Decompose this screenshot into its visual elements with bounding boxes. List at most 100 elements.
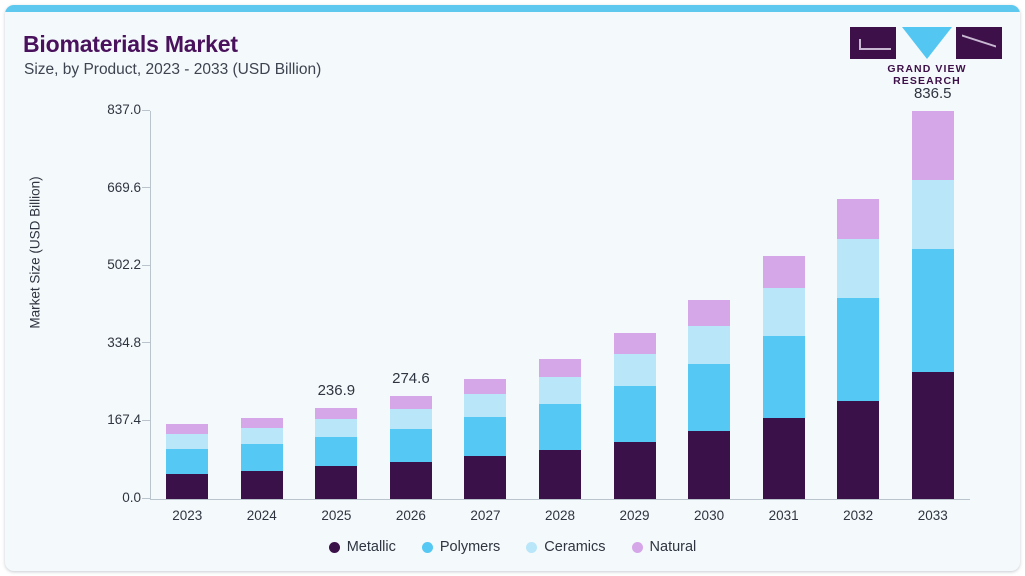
- bar-segment-metallic[interactable]: [166, 474, 209, 499]
- y-axis-tick-label: 334.8: [107, 334, 141, 350]
- legend-item-polymers[interactable]: Polymers: [421, 539, 500, 555]
- y-axis-tick-label: 837.0: [107, 102, 141, 117]
- bar-segment-ceramics[interactable]: [389, 408, 432, 429]
- bar-segment-ceramics[interactable]: [911, 179, 954, 250]
- y-axis-tick-mark: [142, 109, 150, 111]
- bar-segment-polymers[interactable]: [166, 448, 209, 475]
- bar-stack[interactable]: [166, 423, 209, 499]
- y-axis-tick: 167.4: [5, 412, 150, 428]
- bar-segment-ceramics[interactable]: [837, 238, 880, 299]
- legend-item-natural[interactable]: Natural: [631, 539, 696, 555]
- bar-stack[interactable]: [539, 358, 581, 499]
- bar-segment-metallic[interactable]: [464, 456, 507, 499]
- bar-total-label: 836.5: [913, 85, 952, 103]
- bar-segment-metallic[interactable]: [539, 449, 581, 499]
- legend-item-ceramics[interactable]: Ceramics: [526, 539, 606, 555]
- x-axis-line: [150, 499, 970, 500]
- bar-segment-natural[interactable]: [688, 299, 731, 326]
- logo-left-rect-icon: [850, 27, 896, 59]
- y-axis-tick-mark: [142, 342, 150, 344]
- x-axis-tick-label: 2028: [544, 508, 576, 523]
- x-axis-tick-label: 2031: [768, 508, 799, 523]
- y-axis-tick: 837.0: [5, 102, 150, 117]
- logo-wordmark: GRAND VIEW RESEARCH: [887, 63, 967, 87]
- bar-stack[interactable]: [613, 333, 656, 499]
- bar-segment-polymers[interactable]: [315, 436, 358, 467]
- legend-swatch-icon: [631, 541, 643, 553]
- bar-segment-metallic[interactable]: [762, 417, 805, 499]
- page-title: Biomaterials Market: [23, 31, 238, 57]
- y-axis-tick-label: 0.0: [122, 490, 141, 505]
- y-axis-tick-mark: [142, 264, 150, 266]
- bar-segment-ceramics[interactable]: [240, 428, 283, 445]
- bar-segment-metallic[interactable]: [911, 372, 954, 499]
- bar-stack[interactable]: [315, 407, 358, 499]
- x-axis-tick-label: 2032: [843, 508, 874, 523]
- bar-segment-natural[interactable]: [837, 198, 880, 239]
- legend-swatch-icon: [421, 541, 433, 553]
- logo-right-rect-icon: [956, 27, 1002, 59]
- bar-segment-polymers[interactable]: [613, 386, 656, 442]
- bar-segment-natural[interactable]: [762, 256, 805, 289]
- bar-segment-metallic[interactable]: [240, 470, 283, 499]
- bar-stack[interactable]: [464, 379, 507, 499]
- bar-segment-polymers[interactable]: [762, 335, 805, 418]
- bar-segment-natural[interactable]: [911, 111, 954, 180]
- bar-segment-metallic[interactable]: [613, 441, 656, 499]
- bar-segment-polymers[interactable]: [240, 444, 283, 471]
- legend-item-metallic[interactable]: Metallic: [328, 539, 396, 555]
- bar-segment-metallic[interactable]: [315, 466, 358, 499]
- chart-legend: Metallic Polymers Ceramics Natural: [5, 539, 1020, 555]
- stacked-bar-chart: Market Size (USD Billion) 0.0 167.4 334.8 5…: [5, 5, 1020, 571]
- x-axis-tick-label: 2027: [470, 508, 501, 523]
- bar-segment-polymers[interactable]: [464, 417, 507, 457]
- grand-view-research-logo: GRAND VIEW RESEARCH: [850, 27, 1002, 87]
- y-axis-tick-mark: [142, 497, 150, 499]
- bar-stack[interactable]: [240, 417, 283, 499]
- bar-stack[interactable]: [911, 111, 954, 499]
- bar-stack[interactable]: [389, 395, 432, 499]
- bar-segment-ceramics[interactable]: [464, 394, 507, 418]
- bar-segment-polymers[interactable]: [389, 428, 432, 462]
- bar-segment-ceramics[interactable]: [762, 288, 805, 336]
- y-axis-line: [150, 111, 151, 499]
- y-axis-tick: 669.6: [5, 180, 150, 195]
- bar-segment-polymers[interactable]: [911, 249, 954, 373]
- x-axis-tick-label: 2030: [694, 508, 725, 523]
- chart-card: Biomaterials Market Size, by Product, 20…: [5, 5, 1020, 571]
- bar-stack[interactable]: [688, 299, 731, 499]
- y-axis-tick: 502.2: [5, 257, 150, 273]
- accent-top-bar: [5, 5, 1020, 12]
- bar-stack[interactable]: [762, 256, 805, 499]
- y-axis-tick-label: 502.2: [107, 257, 141, 273]
- y-axis-tick: 0.0: [5, 490, 150, 505]
- x-axis-tick-label: 2026: [395, 508, 426, 523]
- bar-segment-polymers[interactable]: [688, 364, 731, 432]
- logo-mark: [850, 27, 1002, 59]
- bar-segment-natural[interactable]: [240, 417, 283, 429]
- bar-segment-ceramics[interactable]: [613, 354, 656, 387]
- bar-segment-ceramics[interactable]: [539, 376, 581, 404]
- bar-segment-polymers[interactable]: [837, 298, 880, 401]
- logo-triangle-icon: [902, 27, 952, 59]
- bar-segment-natural[interactable]: [464, 379, 507, 395]
- bar-segment-natural[interactable]: [613, 333, 656, 355]
- x-axis-tick-label: 2023: [172, 508, 203, 523]
- x-axis-tick-label: 2029: [619, 508, 650, 523]
- bar-segment-polymers[interactable]: [539, 403, 581, 450]
- x-axis-tick-label: 2033: [917, 508, 948, 523]
- legend-swatch-icon: [526, 541, 538, 553]
- bar-segment-ceramics[interactable]: [166, 433, 209, 449]
- bar-segment-natural[interactable]: [166, 423, 209, 434]
- bar-stack[interactable]: [837, 198, 880, 499]
- bar-total-label: 274.6: [392, 369, 430, 387]
- bar-segment-natural[interactable]: [315, 407, 358, 420]
- y-axis-tick-label: 167.4: [107, 412, 141, 428]
- bar-segment-metallic[interactable]: [389, 461, 432, 499]
- bar-segment-natural[interactable]: [539, 358, 581, 377]
- bar-segment-metallic[interactable]: [837, 400, 880, 499]
- bar-segment-metallic[interactable]: [688, 431, 731, 499]
- bar-segment-ceramics[interactable]: [688, 325, 731, 365]
- bar-segment-ceramics[interactable]: [315, 419, 358, 437]
- bar-segment-natural[interactable]: [389, 395, 432, 409]
